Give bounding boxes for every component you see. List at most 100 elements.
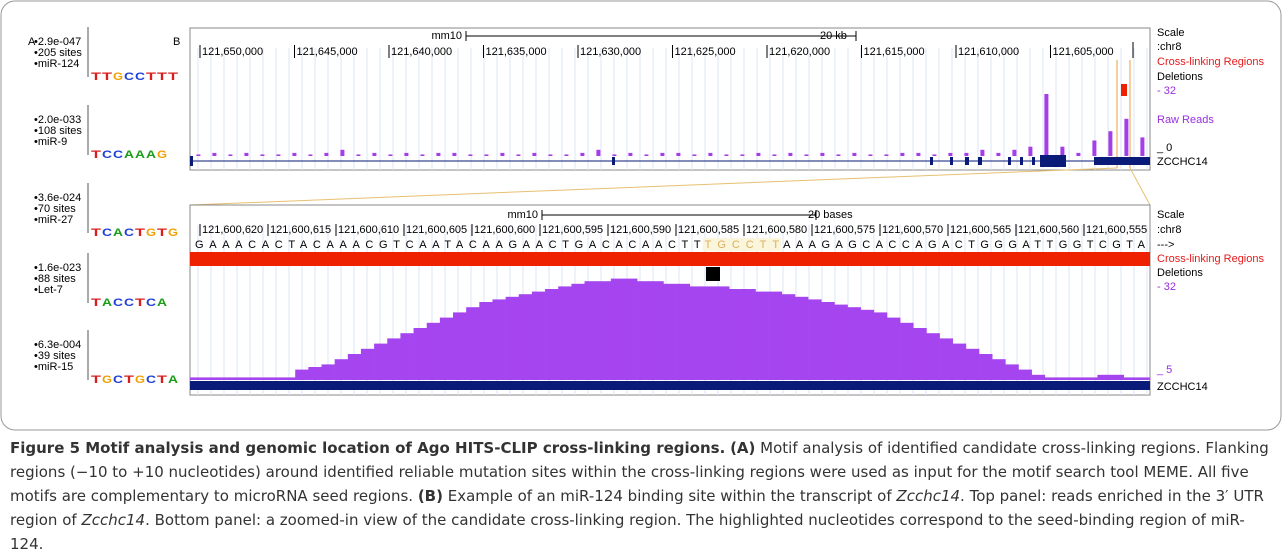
logo-letter: C [113, 374, 123, 386]
logo-letter: A [168, 374, 178, 386]
read-bar [558, 286, 572, 380]
caption-text: . Bottom panel: a zoomed-in view of the … [10, 511, 1245, 553]
coord-label: 121,600,620 [202, 224, 263, 236]
read-bar [532, 152, 537, 156]
logo-letter: T [102, 71, 112, 83]
coord-label: 121,600,575 [814, 224, 875, 236]
read-bar [404, 152, 409, 156]
track-label: Cross-linking Regions [1157, 56, 1264, 68]
exon [1032, 157, 1035, 165]
read-bar [484, 154, 489, 156]
read-bar [388, 154, 393, 156]
track-label: Scale [1157, 27, 1185, 39]
read-bar [468, 154, 473, 156]
read-bar [255, 377, 270, 380]
logo-letter: A [157, 297, 167, 309]
logo-letter: G [146, 227, 156, 239]
coord-label: 121,600,585 [678, 224, 739, 236]
read-bar [808, 299, 822, 380]
crosslink-region [190, 252, 1150, 266]
scale-label: 20 kb [820, 30, 847, 42]
logo-letter: T [157, 374, 167, 386]
read-bar [781, 294, 796, 380]
read-bar [979, 354, 993, 380]
read-bar [1110, 374, 1124, 380]
track-label: :chr8 [1157, 41, 1181, 53]
motif-info: •88 sites [34, 273, 76, 285]
read-bar [996, 152, 1001, 156]
track-label: ZCCHC14 [1157, 381, 1208, 393]
caption-text: Motif analysis of identified candidate c… [10, 439, 1269, 505]
exon [190, 156, 193, 166]
coord-label: 121,615,000 [864, 46, 925, 58]
track-label: Raw Reads [1157, 114, 1214, 126]
track-label: - 32 [1157, 281, 1176, 293]
read-bar [1076, 152, 1081, 156]
motif-info: •6.3e-004 [34, 339, 81, 351]
panel-label: A [28, 36, 36, 48]
read-bar [347, 354, 362, 380]
read-bar [1005, 364, 1019, 380]
track-label: Deletions [1157, 267, 1203, 279]
caption-text: Example of an miR-124 binding site withi… [442, 487, 897, 505]
read-bar [692, 154, 697, 156]
read-bar [548, 154, 553, 156]
coord-label: 121,600,595 [542, 224, 603, 236]
track-label: _ 0 [1156, 142, 1172, 154]
panel-label: B [173, 36, 180, 48]
logo-letter: A [135, 149, 145, 161]
read-bar [980, 149, 985, 156]
track-label: - 32 [1157, 85, 1176, 97]
track-label: ZCCHC14 [1157, 156, 1208, 168]
exon [1040, 155, 1066, 167]
read-bar [282, 377, 296, 380]
read-bar [308, 367, 322, 380]
read-bar [439, 317, 454, 380]
seed-highlight [702, 238, 782, 251]
read-bar [420, 154, 425, 156]
read-bar [387, 338, 401, 380]
read-bar [716, 286, 730, 380]
coord-label: 121,600,610 [338, 224, 399, 236]
coord-label: 121,610,000 [958, 46, 1019, 58]
read-bar [360, 348, 375, 380]
read-bar [884, 154, 889, 156]
read-bar [952, 343, 967, 380]
read-bar [868, 154, 873, 156]
read-bar [689, 286, 704, 380]
read-bar [834, 304, 848, 380]
motif-info: •3.6e-024 [34, 192, 81, 204]
read-bar [564, 154, 569, 156]
logo-letter: G [113, 71, 123, 83]
read-bar [1124, 118, 1129, 156]
read-bar [1018, 369, 1032, 380]
motif-info: •2.0e-033 [34, 114, 81, 126]
read-bar [644, 154, 649, 156]
logo-letter: T [124, 374, 134, 386]
assembly: mm10 [431, 30, 462, 42]
read-bar [1123, 377, 1138, 380]
read-bar [860, 309, 875, 380]
coord-label: 121,645,000 [297, 46, 358, 58]
coord-label: 121,600,600 [474, 224, 535, 236]
read-bar [372, 152, 377, 156]
track-label: Scale [1157, 209, 1185, 221]
caption-text: (B) [417, 487, 443, 505]
logo-letter: G [102, 374, 112, 386]
read-bar [1044, 377, 1059, 380]
coord-label: 121,600,565 [950, 224, 1011, 236]
read-bar [1140, 137, 1145, 156]
read-bar [676, 283, 691, 380]
read-bar [374, 343, 388, 380]
read-bar [516, 154, 521, 156]
read-bar [505, 296, 520, 380]
read-bar [229, 377, 243, 380]
caption-text: Zcchc14 [896, 487, 961, 505]
track-label: ---> [1157, 239, 1174, 251]
motif-info: •miR-27 [34, 214, 73, 226]
read-bar [1097, 374, 1111, 380]
track-label: :chr8 [1157, 224, 1181, 236]
exon [612, 157, 615, 165]
read-bar [216, 377, 230, 380]
read-bar [794, 296, 809, 380]
